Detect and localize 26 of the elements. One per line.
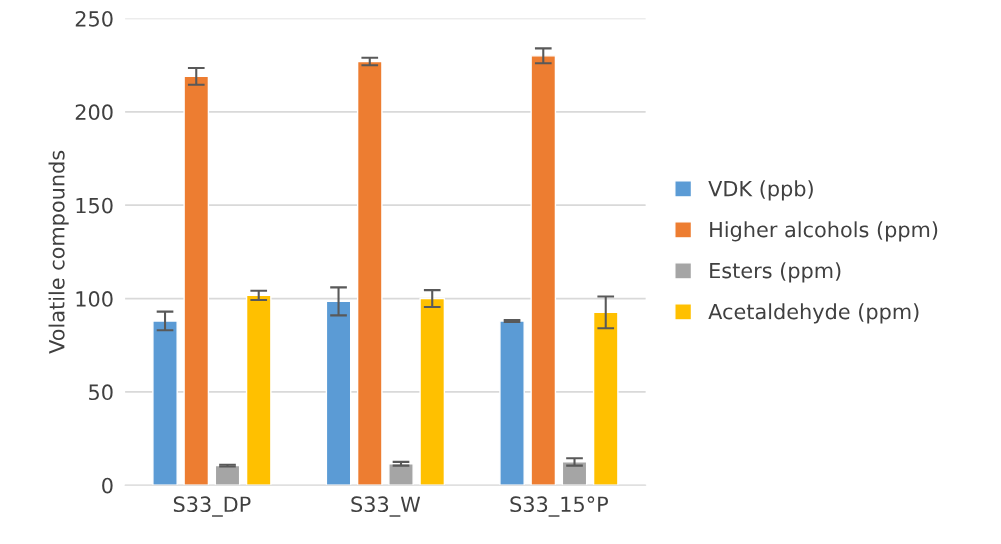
bar	[419, 297, 446, 486]
legend-label: VDK (ppb)	[708, 180, 813, 201]
y-tick-label: 0	[102, 477, 113, 494]
x-tick-label: S33_15°P	[510, 496, 608, 517]
y-tick-label: 50	[89, 384, 113, 401]
bar	[356, 60, 383, 486]
bar	[245, 294, 272, 486]
x-tick-label: S33_W	[351, 496, 421, 517]
bar	[388, 463, 414, 486]
bar	[214, 464, 241, 486]
bar	[499, 320, 525, 486]
bar	[561, 461, 588, 486]
bar	[592, 311, 619, 486]
legend-label: Acetaldehyde (ppm)	[708, 303, 919, 324]
y-tick-label: 150	[76, 197, 113, 214]
bar	[530, 55, 557, 486]
bar	[152, 320, 178, 486]
y-tick-label: 100	[76, 291, 113, 307]
y-tick-label: 250	[75, 10, 113, 27]
legend-label: Esters (ppm)	[710, 262, 841, 283]
bar	[325, 300, 352, 486]
legend-label: Higher alcohols (ppm)	[710, 221, 938, 242]
bar	[183, 75, 210, 486]
x-tick-label: S33_DP	[173, 496, 251, 517]
y-tick-label: 200	[75, 104, 113, 121]
y-axis-title: Volatile compounds	[48, 150, 69, 354]
